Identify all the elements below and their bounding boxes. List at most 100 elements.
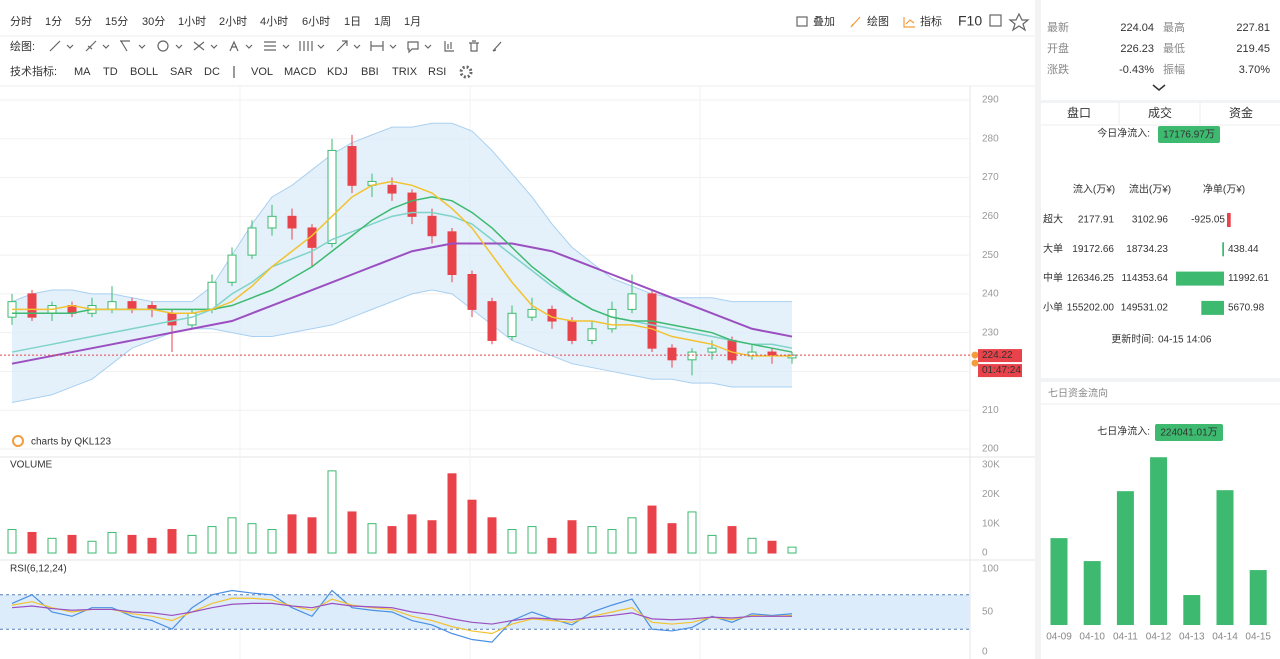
period-tab[interactable]: 5分 [75, 15, 92, 28]
panel-tab[interactable]: 成交 [1148, 105, 1172, 120]
flow-in: 155202.00 [1067, 303, 1115, 314]
stat-label: 最低 [1163, 42, 1185, 55]
tool-button[interactable]: F10 [958, 13, 982, 29]
volume-bar [567, 520, 577, 554]
volume-bar [747, 537, 757, 554]
caret [175, 44, 183, 49]
period-tab[interactable]: 4小时 [260, 15, 288, 28]
panel-tab[interactable]: 盘口 [1067, 105, 1091, 120]
countdown: 01:47:24 [982, 365, 1021, 376]
indicator[interactable]: TD [103, 66, 118, 78]
volume-bar [727, 526, 737, 554]
indicator[interactable]: SAR [170, 66, 193, 78]
caret [66, 44, 74, 49]
tool-button[interactable]: 绘图 [867, 14, 889, 28]
volume-bar [387, 526, 397, 554]
volume-bar [627, 517, 637, 554]
icon [120, 40, 130, 52]
watermark-icon [12, 435, 24, 447]
y-tick-label: 200 [982, 444, 999, 455]
last-price-label: 224.22 [982, 350, 1013, 361]
candle-body [267, 215, 277, 229]
tool-button[interactable]: 叠加 [813, 15, 835, 28]
y-tick-label: 20K [982, 489, 1000, 500]
flow-out: 3102.96 [1132, 215, 1169, 226]
indicator[interactable]: MA [74, 66, 91, 78]
candle-body [407, 192, 417, 217]
indicator[interactable]: BOLL [130, 66, 158, 78]
volume-bar [507, 529, 517, 554]
indicator[interactable]: VOL [251, 66, 273, 78]
today-badge [1158, 126, 1220, 143]
net-label: 11992.61 [1228, 273, 1269, 284]
indicator[interactable]: MACD [284, 66, 316, 78]
icon [49, 40, 61, 52]
draw-label: 绘图: [10, 39, 35, 53]
countdown-dot [971, 359, 979, 367]
period-tab[interactable]: 6小时 [302, 15, 330, 28]
net-label: 5670.98 [1228, 303, 1265, 314]
candle-body [347, 146, 357, 186]
net-bar [1176, 271, 1224, 286]
period-tab[interactable]: 分时 [10, 15, 32, 28]
settings-icon[interactable] [459, 65, 473, 79]
bar [1083, 561, 1101, 625]
icon [989, 14, 1002, 27]
volume-bar [307, 517, 317, 554]
today-label: 今日净流入: [1097, 127, 1150, 140]
volume-bar [407, 514, 417, 554]
period-tab[interactable]: 2小时 [219, 15, 247, 28]
volume-bar [287, 514, 297, 554]
flow-header: 流入(万¥) [1073, 183, 1115, 196]
flow-label: 超大 [1043, 213, 1063, 226]
y-tick-label: 250 [982, 250, 999, 261]
volume-bar [587, 526, 597, 554]
icon [492, 41, 502, 52]
volume-bar [607, 529, 617, 554]
indicator[interactable]: RSI [428, 66, 446, 78]
y-tick-label: 0 [982, 647, 988, 658]
caret [424, 44, 432, 49]
indicator[interactable]: DC [204, 66, 220, 78]
x-tick-label: 04-13 [1179, 632, 1205, 643]
period-tab[interactable]: 30分 [142, 15, 165, 28]
period-tab[interactable]: 1周 [374, 15, 391, 28]
period-tab[interactable]: 1分 [45, 15, 62, 28]
icon [796, 16, 808, 27]
candle-body [107, 301, 117, 310]
caret [210, 44, 218, 49]
period-tab[interactable]: 1小时 [178, 15, 206, 28]
caret [245, 44, 253, 49]
volume-bar [47, 537, 57, 554]
icon [1008, 12, 1030, 32]
divider [1035, 0, 1041, 659]
countdown-box [978, 364, 1022, 378]
volume-bar [187, 534, 197, 554]
expand-icon[interactable] [1152, 84, 1166, 91]
period-tab[interactable]: 1日 [344, 16, 361, 28]
draw-tools [49, 40, 502, 54]
period-tab[interactable]: 15分 [105, 15, 128, 28]
stat-label: 最新 [1047, 20, 1069, 34]
indicator[interactable]: BBI [361, 66, 379, 78]
indicator[interactable]: KDJ [327, 66, 348, 78]
bar [1183, 595, 1201, 625]
bar [1150, 457, 1168, 625]
volume-bar [667, 523, 677, 554]
x-tick-label: 04-12 [1146, 632, 1172, 643]
y-tick-label: 0 [982, 548, 988, 559]
period-tab[interactable]: 1月 [404, 16, 421, 28]
panel-tab[interactable]: 资金 [1229, 105, 1253, 120]
candle-body [427, 215, 437, 237]
y-tick-label: 240 [982, 289, 999, 300]
candle-body [127, 301, 137, 310]
tool-button[interactable]: 指标 [920, 14, 942, 28]
toolbar-icons [796, 12, 1030, 32]
indicator[interactable]: TRIX [392, 66, 418, 78]
net-bar [1227, 213, 1231, 227]
candle-body [667, 347, 677, 361]
y-tick-label: 210 [982, 405, 999, 416]
separator [1041, 100, 1280, 103]
candle-body [327, 149, 337, 244]
volume-bar [67, 534, 77, 554]
